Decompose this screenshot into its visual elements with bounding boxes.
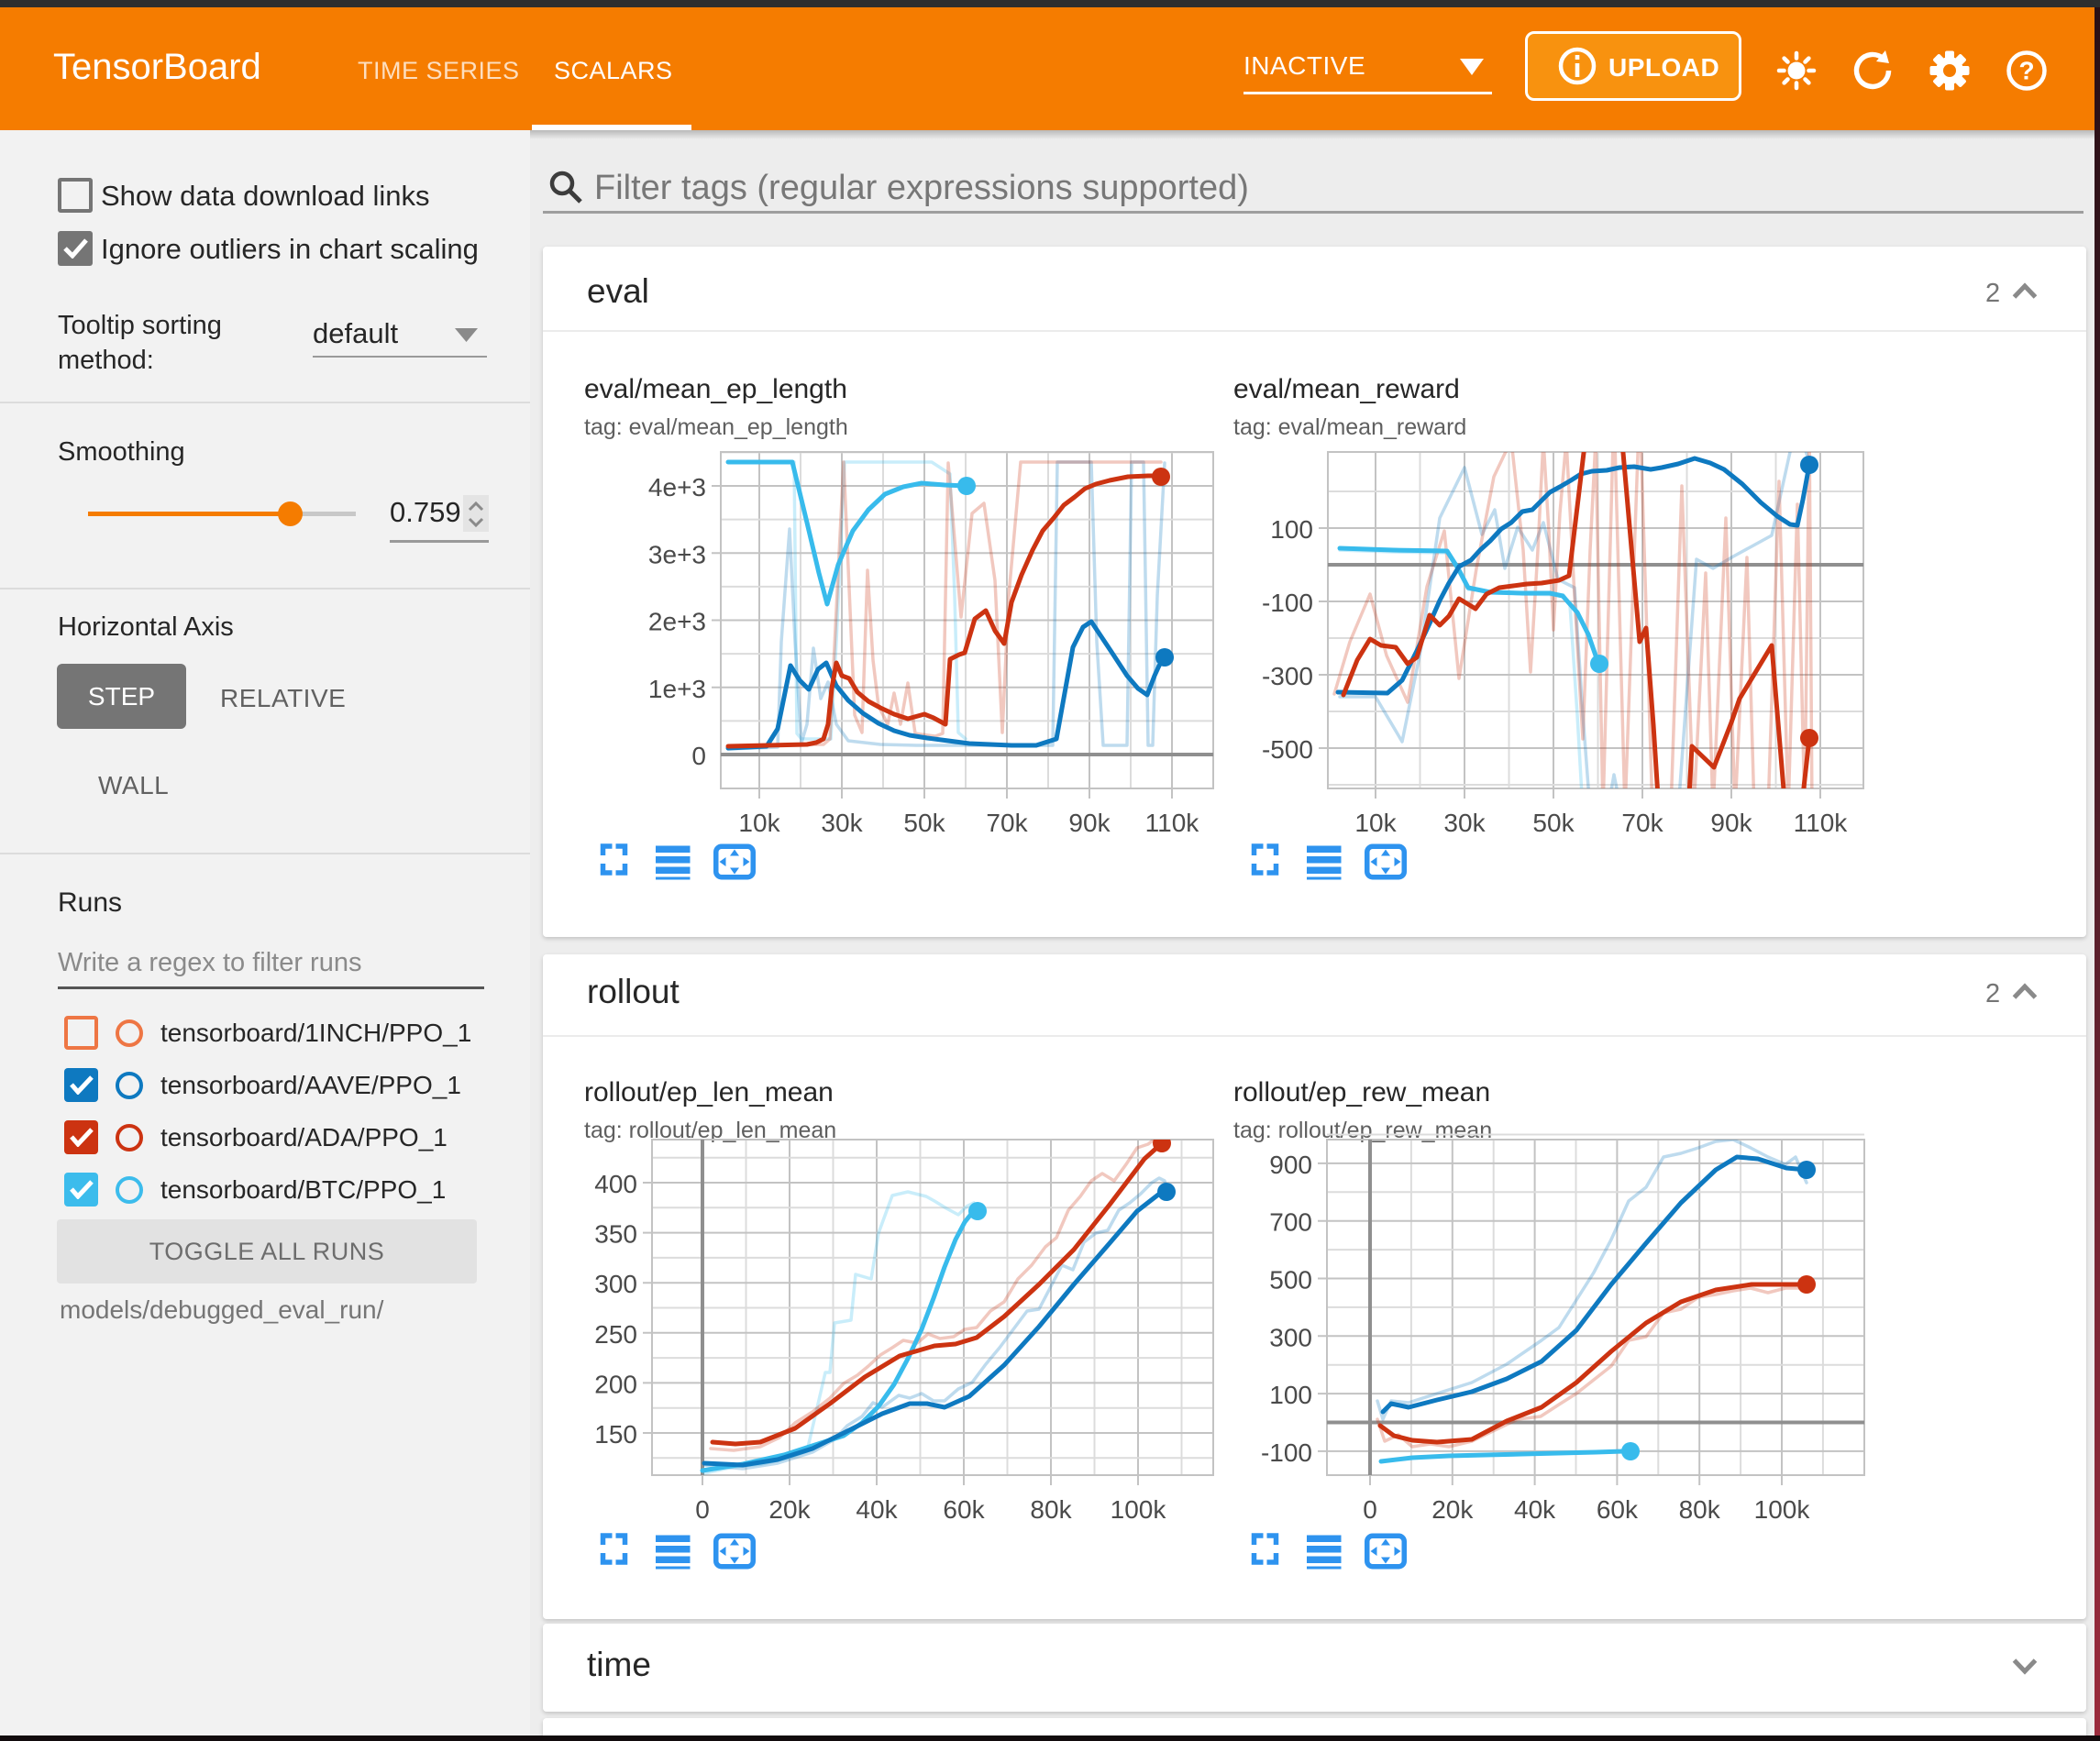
svg-text:-100: -100: [1262, 589, 1313, 617]
svg-text:10k: 10k: [738, 809, 780, 837]
svg-text:2e+3: 2e+3: [648, 608, 706, 636]
svg-text:3e+3: 3e+3: [648, 540, 706, 568]
svg-text:10k: 10k: [1354, 809, 1397, 837]
svg-text:0: 0: [695, 1495, 710, 1524]
svg-text:-300: -300: [1262, 662, 1313, 690]
svg-text:100: 100: [1270, 515, 1313, 544]
svg-text:20k: 20k: [1431, 1495, 1474, 1524]
svg-text:40k: 40k: [1514, 1495, 1556, 1524]
svg-text:70k: 70k: [1621, 809, 1663, 837]
svg-text:200: 200: [594, 1370, 637, 1398]
svg-text:60k: 60k: [943, 1495, 985, 1524]
svg-text:100: 100: [1269, 1381, 1312, 1409]
svg-text:300: 300: [1269, 1323, 1312, 1351]
svg-text:80k: 80k: [1030, 1495, 1072, 1524]
svg-text:30k: 30k: [1443, 809, 1486, 837]
svg-text:110k: 110k: [1145, 809, 1200, 837]
svg-text:400: 400: [594, 1170, 637, 1198]
svg-text:700: 700: [1269, 1208, 1312, 1237]
svg-text:40k: 40k: [856, 1495, 898, 1524]
svg-text:?: ?: [2018, 57, 2034, 85]
svg-text:-500: -500: [1262, 735, 1313, 764]
svg-text:100k: 100k: [1111, 1495, 1167, 1524]
svg-text:0: 0: [1363, 1495, 1377, 1524]
svg-text:50k: 50k: [903, 809, 945, 837]
svg-text:250: 250: [594, 1320, 637, 1349]
svg-text:4e+3: 4e+3: [648, 473, 706, 501]
svg-text:90k: 90k: [1068, 809, 1111, 837]
svg-text:110k: 110k: [1794, 809, 1849, 837]
svg-text:90k: 90k: [1710, 809, 1752, 837]
svg-text:1e+3: 1e+3: [648, 675, 706, 703]
svg-text:80k: 80k: [1679, 1495, 1721, 1524]
svg-text:20k: 20k: [768, 1495, 811, 1524]
svg-text:60k: 60k: [1597, 1495, 1639, 1524]
svg-text:150: 150: [594, 1420, 637, 1449]
svg-text:50k: 50k: [1532, 809, 1575, 837]
svg-text:900: 900: [1269, 1151, 1312, 1179]
svg-text:300: 300: [594, 1270, 637, 1298]
svg-text:70k: 70k: [986, 809, 1028, 837]
svg-text:500: 500: [1269, 1266, 1312, 1295]
svg-text:-100: -100: [1261, 1438, 1312, 1467]
svg-text:100k: 100k: [1754, 1495, 1811, 1524]
svg-text:0: 0: [691, 742, 706, 770]
svg-text:30k: 30k: [821, 809, 863, 837]
svg-text:350: 350: [594, 1220, 637, 1249]
